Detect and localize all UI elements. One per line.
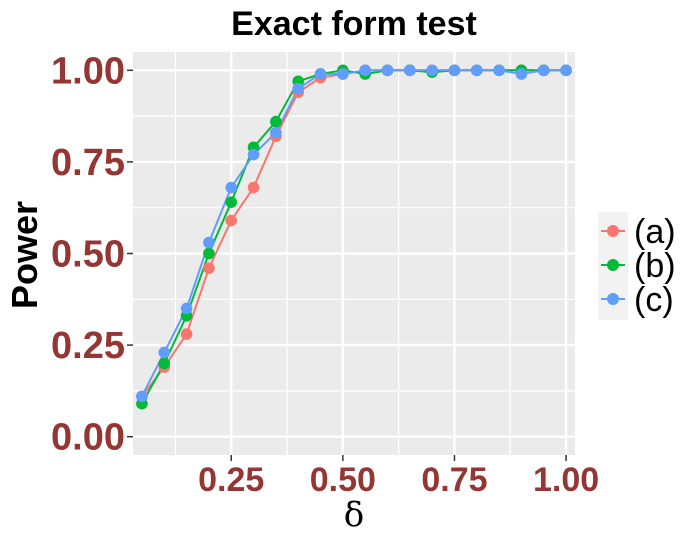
legend: (a)(b)(c) xyxy=(601,213,676,319)
data-point-series-2 xyxy=(203,247,215,260)
series-points xyxy=(136,64,572,410)
legend-label: (c) xyxy=(634,281,674,319)
y-axis-label: Power xyxy=(4,201,45,309)
data-point-series-3 xyxy=(381,64,394,77)
x-tick-label: 1.00 xyxy=(533,461,599,499)
grid-major xyxy=(133,52,575,455)
data-point-series-2 xyxy=(158,357,171,370)
data-point-series-1 xyxy=(180,328,193,340)
data-point-series-3 xyxy=(470,64,483,77)
data-point-series-3 xyxy=(337,68,349,80)
legend-label: (b) xyxy=(634,247,676,285)
x-axis-label: δ xyxy=(344,495,364,535)
y-tick-label: 0.50 xyxy=(51,234,125,276)
legend-key-point xyxy=(607,259,619,271)
data-point-series-3 xyxy=(359,64,371,77)
data-point-series-3 xyxy=(404,64,416,77)
data-point-series-3 xyxy=(247,148,260,161)
data-point-series-3 xyxy=(426,64,438,77)
data-point-series-2 xyxy=(225,196,238,209)
data-point-series-3 xyxy=(270,126,282,139)
data-point-series-3 xyxy=(158,346,171,359)
data-point-series-3 xyxy=(180,302,193,315)
data-point-series-3 xyxy=(225,181,238,194)
data-point-series-1 xyxy=(225,214,238,227)
data-point-series-3 xyxy=(515,68,528,80)
data-point-series-1 xyxy=(247,181,260,194)
data-point-series-2 xyxy=(270,115,282,128)
legend-key-point xyxy=(607,293,619,305)
y-tick-label: 0.00 xyxy=(51,417,125,459)
legend-label: (a) xyxy=(634,213,676,251)
data-point-series-3 xyxy=(448,64,461,77)
x-tick-label: 0.75 xyxy=(421,461,487,499)
data-point-series-3 xyxy=(537,64,550,77)
y-axis-ticks: 0.00 0.25 0.50 0.75 1.00 xyxy=(51,50,133,459)
data-point-series-3 xyxy=(292,82,304,95)
x-axis-ticks: 0.25 0.50 0.75 1.00 xyxy=(198,455,599,499)
x-tick-label: 0.50 xyxy=(310,461,376,499)
legend-key-point xyxy=(607,225,619,237)
y-tick-label: 0.75 xyxy=(51,142,125,184)
data-point-series-3 xyxy=(203,236,215,249)
chart-title: Exact form test xyxy=(231,5,477,43)
data-point-series-3 xyxy=(560,64,572,77)
data-point-series-3 xyxy=(493,64,505,77)
data-point-series-3 xyxy=(314,68,327,80)
x-tick-label: 0.25 xyxy=(198,461,264,499)
data-point-series-1 xyxy=(203,262,215,274)
y-tick-label: 1.00 xyxy=(51,50,125,92)
data-point-series-3 xyxy=(136,390,148,403)
y-tick-label: 0.25 xyxy=(51,325,125,367)
